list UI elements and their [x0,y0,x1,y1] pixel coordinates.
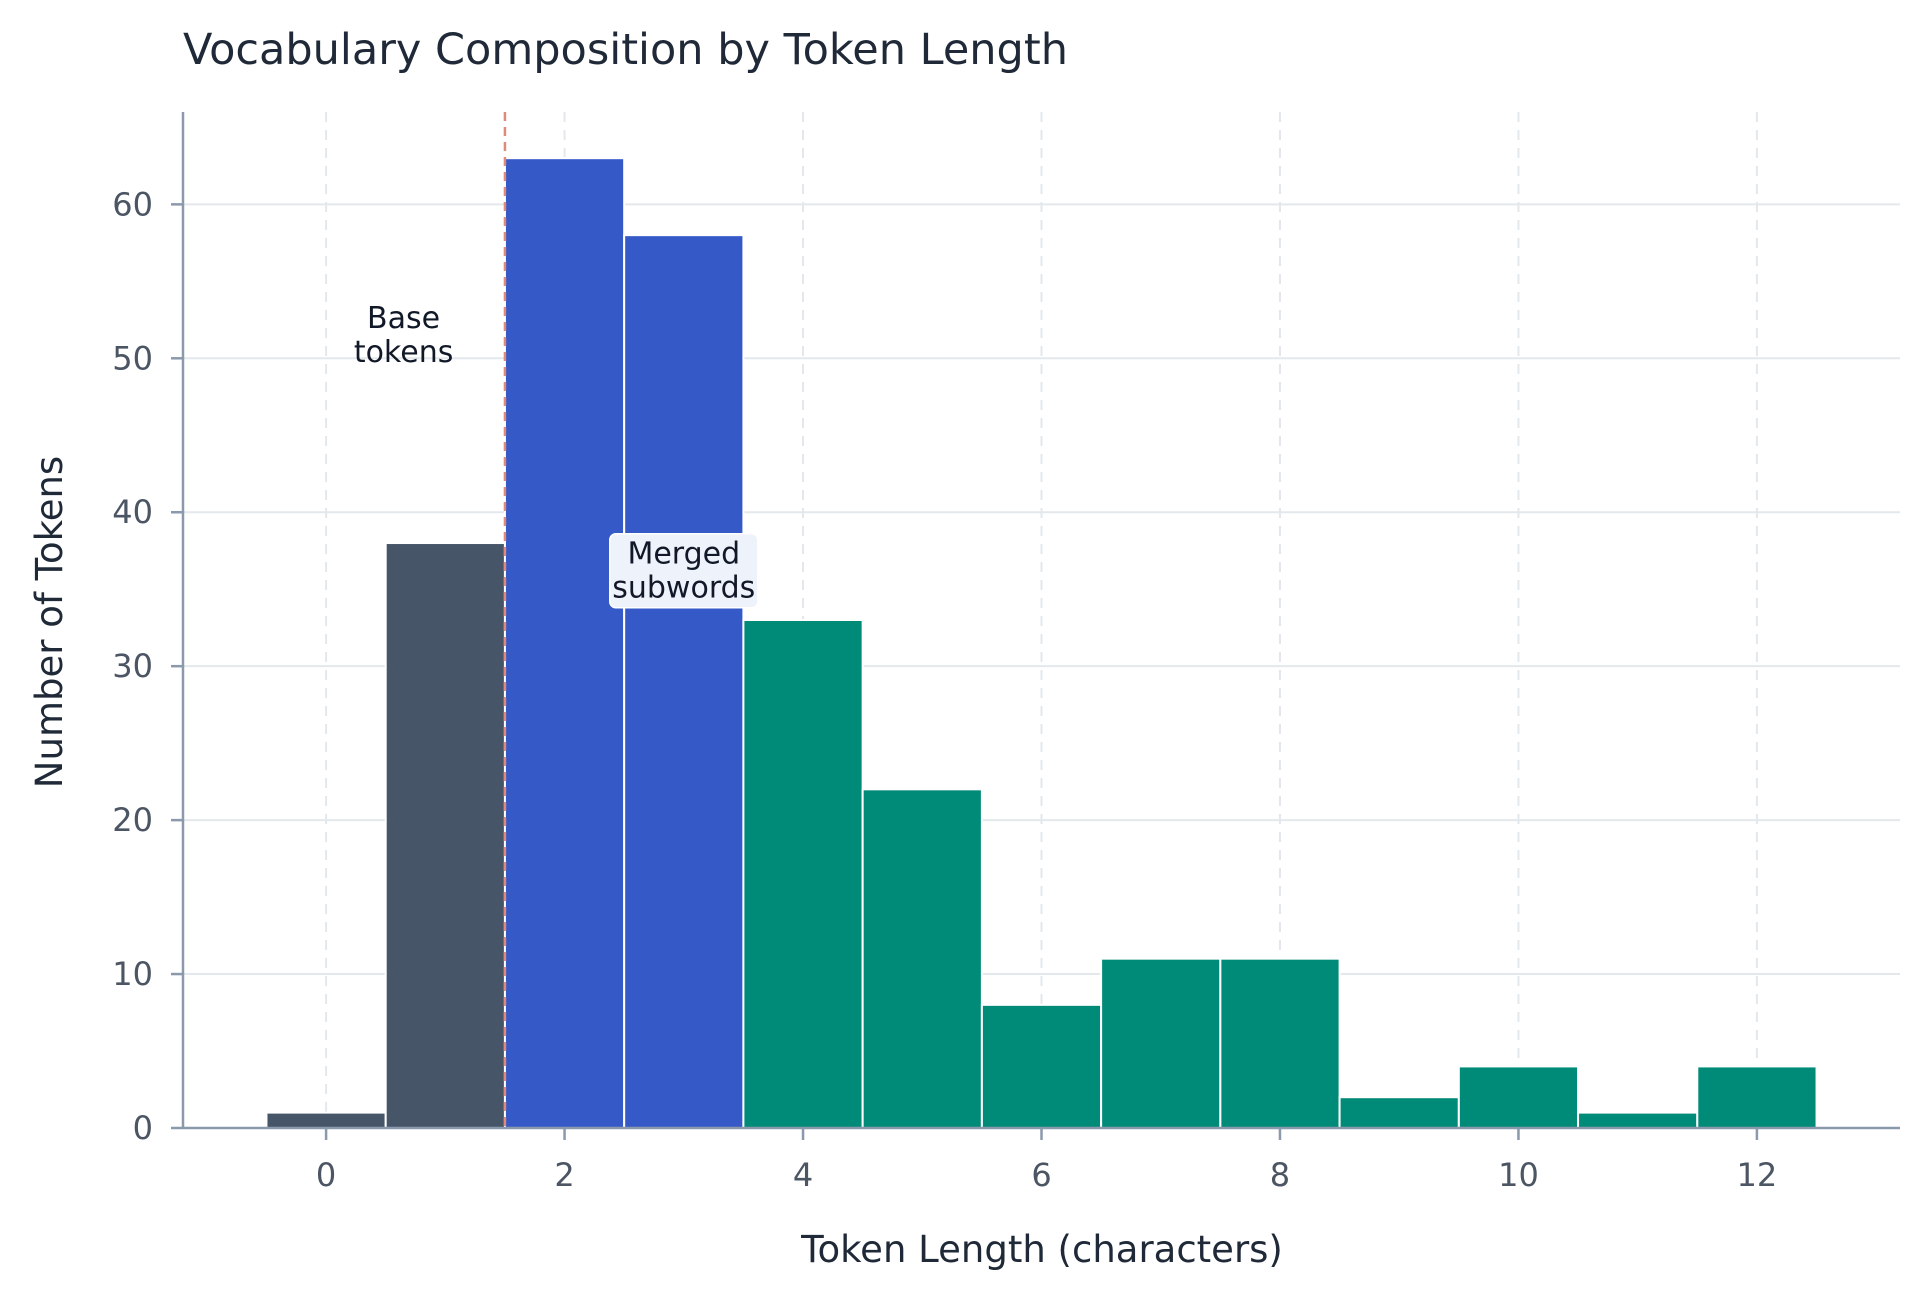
x-tick-label: 4 [793,1156,813,1194]
bar-length-3 [623,234,745,1130]
chart-title: Vocabulary Composition by Token Length [183,25,1068,75]
x-tick-label: 2 [554,1156,574,1194]
y-tick-label: 40 [112,493,153,531]
y-tick-label: 60 [112,185,153,223]
bar-length-7 [1100,957,1222,1130]
x-tick-label: 0 [316,1156,336,1194]
y-tick-label: 10 [112,955,153,993]
x-tick-label: 8 [1270,1156,1290,1194]
y-tick-label: 30 [112,647,153,685]
x-tick-label: 6 [1031,1156,1051,1194]
x-tick-label: 10 [1498,1156,1539,1194]
x-tick-label: 12 [1737,1156,1778,1194]
bars-group [265,157,1818,1130]
bar-length-2 [503,157,626,1129]
bar-length-1 [384,542,506,1129]
bar-length-4 [742,619,864,1129]
bar-length-9 [1338,1096,1460,1130]
y-tick-label: 0 [133,1109,153,1147]
bar-length-12 [1696,1065,1818,1129]
annotation-box [609,532,759,609]
annotation-text: Base [367,301,440,336]
annotation-text: subwords [612,571,755,606]
bar-length-11 [1577,1111,1699,1130]
axes-group: 0 10 20 30 40 50 60 0 2 4 6 8 10 12 [112,112,1900,1194]
bar-length-5 [861,788,983,1129]
y-tick-label: 50 [112,339,153,377]
bar-length-6 [980,1003,1103,1130]
y-tick-label: 20 [112,801,153,839]
bar-length-0 [265,1111,387,1130]
annotation-text: Merged [627,537,740,572]
bar-length-8 [1219,957,1341,1130]
bar-length-10 [1457,1065,1580,1129]
y-axis-title: Number of Tokens [28,456,71,788]
x-axis-title: Token Length (characters) [800,1228,1283,1271]
annotation-text: tokens [354,335,454,370]
